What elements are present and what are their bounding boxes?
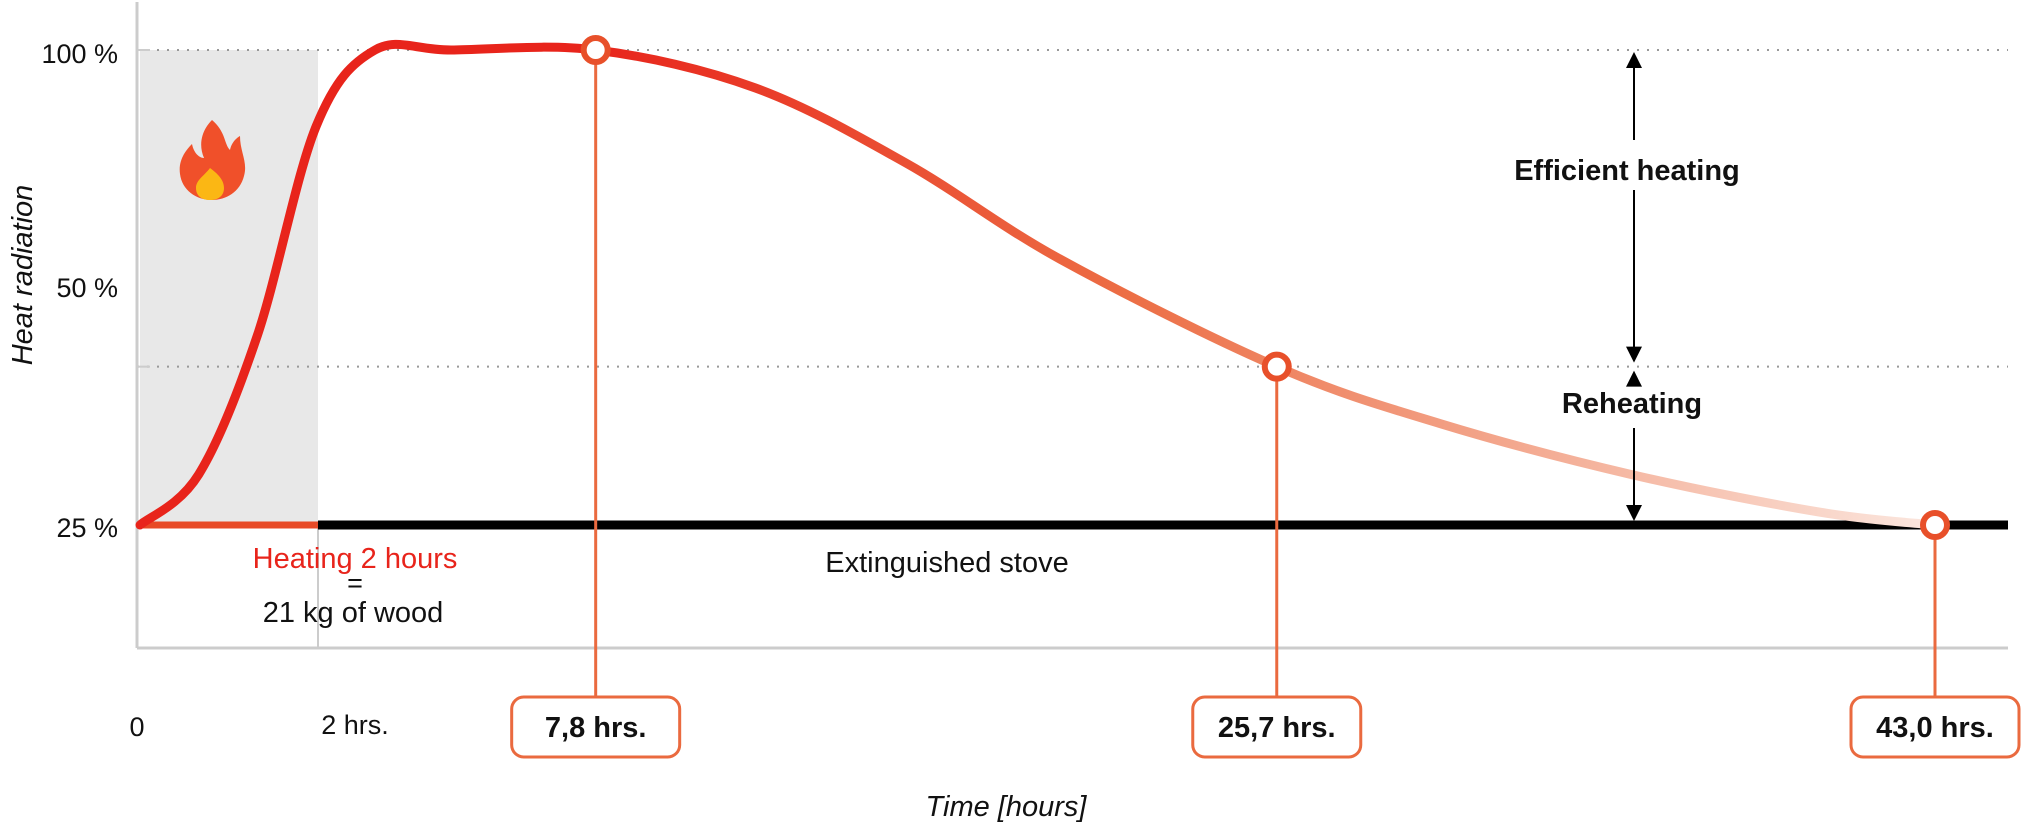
wood-amount-label: 21 kg of wood	[263, 597, 444, 629]
fire-icon	[179, 120, 246, 200]
data-point-marker	[580, 35, 611, 65]
y-axis-title: Heat radiation	[7, 185, 39, 366]
data-point-marker	[1920, 510, 1950, 540]
extinguished-stove-label: Extinguished stove	[825, 547, 1068, 579]
data-point-marker	[1261, 351, 1292, 382]
marker-label-box	[1191, 695, 1363, 759]
marker-label: 43,0 hrs.	[1876, 712, 1994, 744]
heating-duration-label: Heating 2 hours	[253, 543, 458, 575]
heat-radiation-curve	[135, 39, 1940, 530]
arrow-head	[1626, 346, 1642, 363]
arrow-head	[1626, 505, 1642, 521]
marker-label: 7,8 hrs.	[545, 712, 647, 744]
marker-label: 25,7 hrs.	[1218, 712, 1336, 744]
x-tick-label: 0	[129, 712, 144, 742]
y-tick-label: 100 %	[41, 39, 118, 69]
x-tick-label: 2 hrs.	[321, 710, 389, 740]
y-tick-label: 50 %	[56, 273, 118, 303]
heating-period-shade	[140, 50, 318, 525]
reheating-label: Reheating	[1562, 388, 1702, 420]
marker-label-box	[510, 695, 682, 759]
marker-label-box	[1849, 695, 2021, 759]
efficient-heating-label: Efficient heating	[1514, 155, 1740, 187]
x-axis-title: Time [hours]	[926, 791, 1088, 823]
arrow-head	[1626, 52, 1642, 68]
equals-sign: =	[347, 568, 363, 598]
y-tick-label: 25 %	[56, 513, 118, 543]
arrow-head	[1626, 370, 1642, 387]
